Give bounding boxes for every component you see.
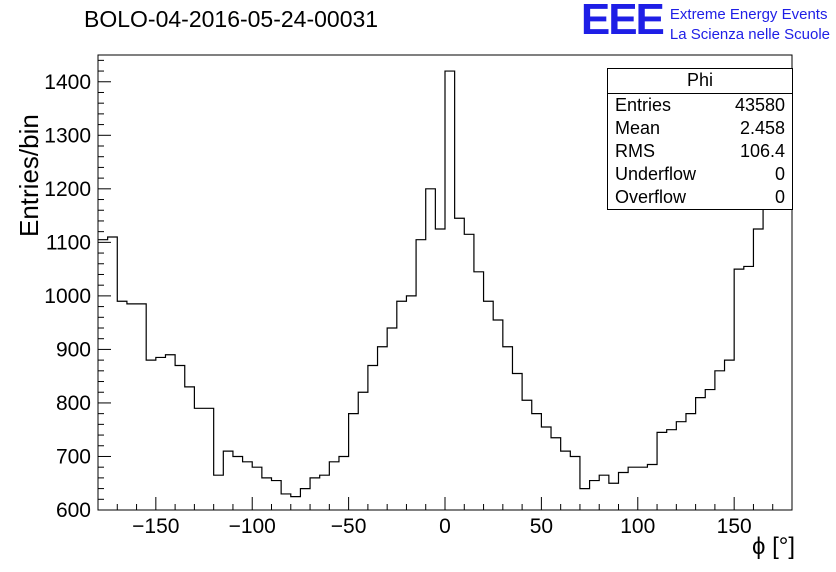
eee-logo-subtitle: Extreme Energy Events La Scienza nelle S… xyxy=(670,1,830,44)
svg-text:900: 900 xyxy=(56,338,91,361)
stats-value: 106.4 xyxy=(739,141,785,161)
stats-row-overflow: Overflow 0 xyxy=(608,186,792,209)
stats-box: Phi Entries 43580 Mean 2.458 RMS 106.4 U… xyxy=(607,68,793,210)
stats-value: 0 xyxy=(774,164,785,184)
svg-text:−100: −100 xyxy=(229,515,276,538)
stats-row-underflow: Underflow 0 xyxy=(608,163,792,186)
stats-title: Phi xyxy=(608,69,792,94)
stats-value: 0 xyxy=(774,187,785,207)
y-axis-title: Entries/bin xyxy=(14,114,44,237)
eee-logo-text: EEE xyxy=(580,0,665,44)
stats-row-rms: RMS 106.4 xyxy=(608,140,792,163)
svg-text:100: 100 xyxy=(620,515,655,538)
plot-title: BOLO-04-2016-05-24-00031 xyxy=(84,6,379,32)
x-axis-title: ϕ [°] xyxy=(752,533,796,560)
stats-row-entries: Entries 43580 xyxy=(608,94,792,117)
stats-row-mean: Mean 2.458 xyxy=(608,117,792,140)
stats-label: Overflow xyxy=(615,187,687,207)
svg-text:800: 800 xyxy=(56,392,91,415)
stats-value: 43580 xyxy=(734,95,785,115)
stats-label: Underflow xyxy=(615,164,697,184)
eee-logo-line2: La Scienza nelle Scuole xyxy=(669,25,830,43)
svg-text:1400: 1400 xyxy=(44,71,91,94)
svg-text:1200: 1200 xyxy=(44,178,91,201)
stats-label: Entries xyxy=(615,95,672,115)
svg-text:−50: −50 xyxy=(331,515,367,538)
svg-text:−150: −150 xyxy=(132,515,179,538)
stats-label: Mean xyxy=(615,118,661,138)
svg-text:1100: 1100 xyxy=(46,231,91,254)
svg-text:150: 150 xyxy=(717,515,752,538)
eee-logo: EEE Extreme Energy Events La Scienza nel… xyxy=(580,0,830,44)
svg-text:0: 0 xyxy=(439,515,451,538)
svg-text:600: 600 xyxy=(56,499,91,522)
svg-text:50: 50 xyxy=(530,515,553,538)
svg-text:700: 700 xyxy=(56,445,91,468)
svg-text:1000: 1000 xyxy=(44,285,91,308)
eee-logo-line1: Extreme Energy Events xyxy=(669,6,828,23)
stats-value: 2.458 xyxy=(739,118,785,138)
svg-text:1300: 1300 xyxy=(44,124,91,147)
stats-label: RMS xyxy=(615,141,655,161)
